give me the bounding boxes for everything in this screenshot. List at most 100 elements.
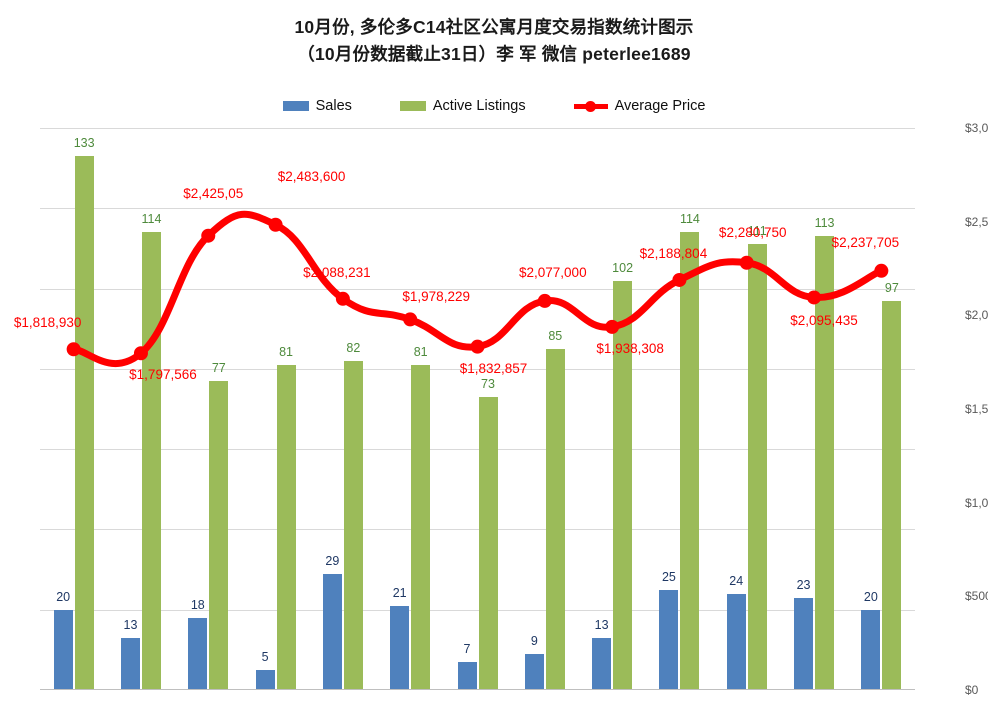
legend-color-swatch-icon — [282, 101, 309, 111]
sales-bar-label: 21 — [392, 585, 407, 600]
active-listings-bar[interactable] — [411, 364, 431, 690]
sales-bar[interactable] — [659, 589, 679, 690]
active-listings-bar[interactable] — [613, 280, 633, 690]
average-price-point-marker[interactable] — [66, 342, 81, 357]
active-listings-bar-label: 111 — [747, 224, 767, 239]
sales-bar[interactable] — [322, 573, 342, 690]
average-price-point-marker[interactable] — [470, 339, 485, 354]
legend-line-marker-icon — [573, 99, 608, 113]
sales-bar-label: 13 — [123, 617, 138, 632]
sales-bar-label: 18 — [190, 597, 205, 612]
legend-item-sales[interactable]: Sales — [282, 98, 352, 114]
active-listings-bar-label: 114 — [141, 212, 162, 227]
average-price-data-label: $1,978,229 — [402, 289, 470, 305]
active-listings-bar-label: 133 — [73, 136, 95, 151]
active-listings-bar-label: 81 — [413, 344, 428, 359]
sales-bar-label: 25 — [661, 569, 676, 584]
average-price-point-marker[interactable] — [335, 291, 350, 306]
active-listings-bar[interactable] — [343, 360, 363, 690]
average-price-data-label: $2,188,804 — [639, 245, 708, 261]
active-listings-bar[interactable] — [545, 348, 565, 690]
active-listings-bar-label: 97 — [884, 280, 899, 295]
active-listings-bar-label: 113 — [814, 216, 835, 231]
sales-bar[interactable] — [120, 637, 140, 690]
active-listings-bar-label: 82 — [346, 340, 361, 355]
gridline — [40, 529, 915, 531]
legend-item-label: Average Price — [614, 98, 706, 114]
gridline — [40, 449, 915, 451]
active-listings-bar-label: 81 — [279, 344, 294, 359]
average-price-line — [66, 210, 889, 368]
legend-item-label: Sales — [315, 98, 352, 114]
average-price-point-marker[interactable] — [807, 290, 822, 305]
average-price-data-label: $2,088,231 — [303, 264, 371, 280]
active-listings-bar[interactable] — [882, 300, 902, 690]
average-price-data-label: $2,095,435 — [790, 313, 858, 329]
sales-bar-label: 29 — [325, 553, 340, 568]
chart-title-line-2: （10月份数据截止31日）李 军 微信 peterlee1689 — [297, 44, 691, 64]
chart-title-line-1: 10月份, 多伦多C14社区公寓月度交易指数统计图示 — [294, 17, 694, 37]
gridline — [40, 128, 915, 129]
y-axis-right-tick: $500,000 — [965, 589, 988, 604]
x-axis-line — [40, 689, 915, 690]
active-listings-bar-label: 73 — [481, 376, 495, 391]
sales-bar[interactable] — [726, 593, 746, 690]
gridline — [40, 609, 915, 611]
average-price-point-marker[interactable] — [672, 272, 687, 287]
y-axis-right-tick: $3,000,000 — [965, 121, 988, 135]
average-price-data-label: $1,797,566 — [129, 367, 197, 383]
active-listings-bar-label: 85 — [548, 328, 563, 343]
active-listings-bar-label: 77 — [211, 360, 226, 375]
sales-bar-label: 23 — [796, 577, 811, 592]
average-price-point-marker[interactable] — [605, 319, 620, 334]
sales-bar[interactable] — [53, 609, 73, 690]
gridline — [40, 368, 915, 370]
average-price-data-label: $2,280,750 — [718, 224, 787, 240]
average-price-data-label: $1,818,930 — [13, 315, 82, 331]
plot-area: 20 133 13 114 18 77 5 81 29 82 21 81 7 73 9 85 13 102 25 11… — [14, 121, 988, 697]
legend-item-average-price[interactable]: Average Price — [573, 98, 706, 114]
sales-bar-label: 13 — [594, 617, 609, 632]
average-price-data-label: $2,077,000 — [519, 264, 587, 280]
average-price-point-marker[interactable] — [268, 217, 283, 232]
y-axis-right-tick: $2,000,000 — [965, 308, 988, 323]
average-price-point-marker[interactable] — [403, 312, 418, 327]
active-listings-bar[interactable] — [74, 156, 94, 690]
average-price-data-label: $2,237,705 — [831, 234, 900, 250]
gridline — [40, 288, 915, 290]
sales-bar[interactable] — [457, 661, 477, 690]
sales-bar-label: 20 — [863, 589, 878, 604]
active-listings-bar[interactable] — [478, 396, 498, 690]
average-price-data-label: $1,938,308 — [596, 340, 664, 356]
average-price-point-marker[interactable] — [874, 263, 889, 278]
sales-bar[interactable] — [390, 605, 410, 690]
average-price-point-marker[interactable] — [201, 228, 216, 243]
sales-bar[interactable] — [794, 597, 814, 690]
chart-title: 10月份, 多伦多C14社区公寓月度交易指数统计图示 （10月份数据截止31日）… — [0, 14, 988, 68]
sales-bar[interactable] — [255, 669, 275, 690]
sales-bar-label: 7 — [463, 641, 471, 656]
average-price-data-label: $2,483,600 — [277, 168, 346, 184]
sales-bar[interactable] — [592, 637, 612, 690]
active-listings-bar[interactable] — [747, 244, 767, 690]
sales-bar-label: 20 — [56, 589, 71, 604]
sales-bar-label: 9 — [530, 633, 538, 648]
active-listings-bar[interactable] — [209, 380, 229, 690]
average-price-point-marker[interactable] — [537, 293, 552, 308]
active-listings-bar[interactable] — [680, 232, 700, 690]
average-price-data-label: $1,832,857 — [459, 360, 528, 376]
average-price-point-marker[interactable] — [133, 346, 148, 361]
active-listings-bar-label: 102 — [612, 260, 634, 275]
average-price-point-marker[interactable] — [739, 255, 754, 270]
average-price-data-label: $2,425,05 — [183, 185, 244, 201]
sales-bar[interactable] — [861, 609, 881, 690]
legend-item-active-listings[interactable]: Active Listings — [399, 98, 526, 114]
sales-bar-label: 24 — [729, 573, 744, 588]
sales-bar[interactable] — [188, 617, 208, 690]
y-axis-right-tick: $1,500,000 — [965, 402, 988, 416]
sales-bar[interactable] — [524, 653, 544, 690]
active-listings-bar[interactable] — [815, 236, 835, 690]
active-listings-bar[interactable] — [276, 364, 296, 690]
legend-item-label: Active Listings — [432, 98, 526, 114]
